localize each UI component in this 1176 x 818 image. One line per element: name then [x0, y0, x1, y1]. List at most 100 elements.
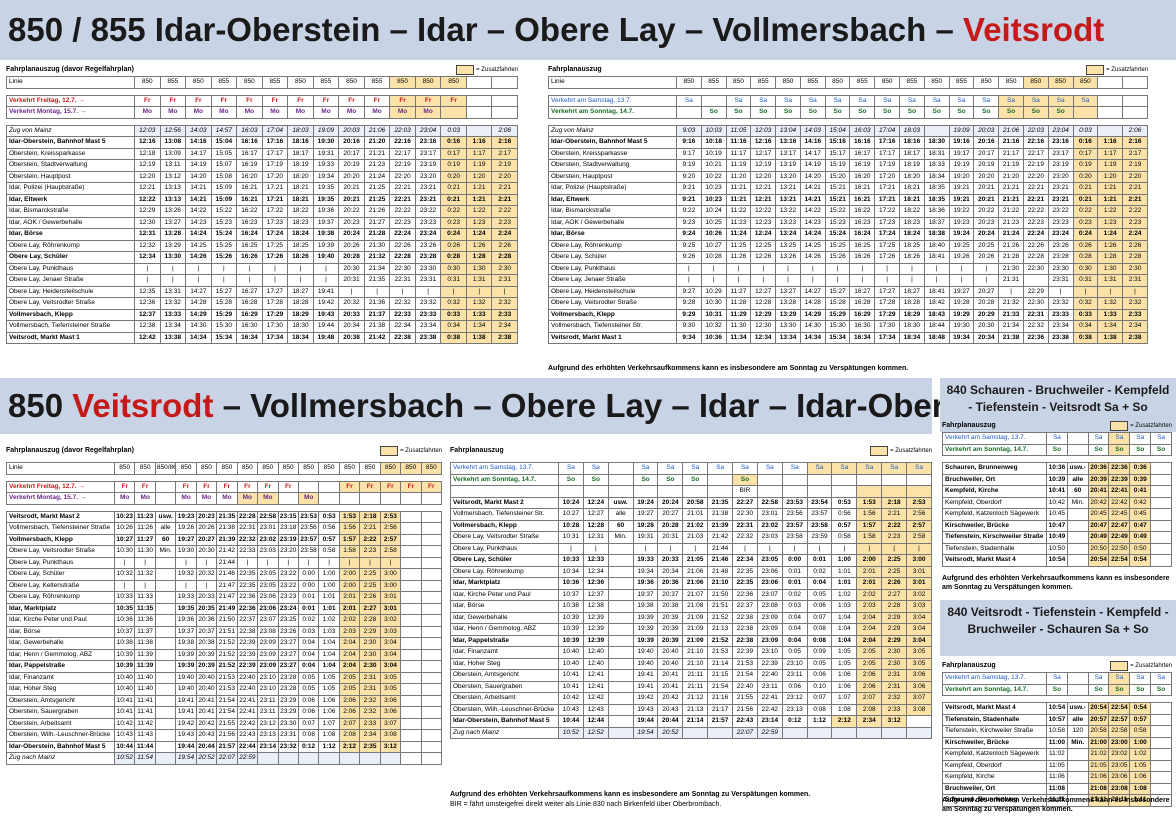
time-cell: 10:39: [558, 623, 584, 636]
time-cell: 21:55: [732, 692, 758, 705]
time-cell: 12:19: [134, 159, 161, 172]
stop-name-cell: Oberstein, Sauergraben: [6, 706, 115, 719]
time-cell: 20:44: [195, 740, 218, 753]
time-cell: 22:50: [1108, 542, 1131, 555]
time-cell: |: [700, 262, 727, 275]
time-cell: 11:17: [725, 147, 752, 160]
time-cell: [806, 726, 833, 739]
time-cell: 11:21: [725, 182, 752, 195]
time-cell: 1:02: [831, 588, 858, 601]
time-cell: [700, 94, 727, 107]
time-cell: [400, 729, 422, 742]
time-cell: 21:07: [682, 588, 709, 601]
time-cell: 9:25: [676, 239, 702, 252]
time-cell: 18:27: [287, 285, 314, 298]
time-cell: 14:19: [185, 159, 212, 172]
time-cell: 19:09: [948, 124, 975, 137]
time-cell: [400, 602, 422, 615]
time-cell: 22:29: [1022, 285, 1049, 298]
time-cell: 2:05: [856, 646, 883, 659]
time-cell: 15:26: [824, 251, 851, 264]
time-cell: 2:07: [856, 692, 883, 705]
title-840a: 840 Schauren - Bruchweiler - Kempfeld - …: [946, 383, 1170, 414]
table-row: Tiefenstein, Kirchweiler Straße 10:58 120 2…: [942, 725, 1172, 738]
time-cell: Sa: [856, 462, 883, 475]
table-row: Vollmersbach, Klepp 9:29 10:31 11:29 12:29 13…: [548, 308, 1148, 321]
table-row: [6, 473, 442, 482]
time-cell: So: [874, 106, 901, 119]
time-cell: Mo: [134, 106, 161, 119]
time-cell: 2:29: [881, 634, 908, 647]
time-cell: 16:21: [849, 182, 876, 195]
time-cell: 2:33: [1122, 308, 1148, 321]
stop-name-cell: Vollmersbach, Tiefensteiner Str.: [450, 508, 559, 521]
time-cell: |: [750, 262, 777, 275]
time-cell: 0:08: [297, 729, 320, 742]
table-row: Oberstein, Hauptpost 9:20 10:22 11:20 12:20 1…: [548, 170, 1148, 183]
table-row: Vollmersbach, Tiefensteiner Str. 9:30 10:3…: [548, 320, 1148, 333]
time-cell: 23:27: [277, 637, 299, 650]
time-cell: 1:24: [465, 228, 493, 241]
time-cell: 23:06: [257, 602, 279, 615]
time-cell: 20:21: [973, 193, 1000, 206]
time-cell: 0:53: [831, 496, 858, 509]
time-cell: [420, 522, 443, 535]
time-cell: 2:38: [1122, 331, 1148, 344]
time-cell: [1066, 432, 1089, 445]
time-cell: 23:13: [257, 729, 279, 742]
time-cell: [154, 568, 177, 581]
time-cell: Fr: [261, 94, 289, 107]
time-cell: 23:34: [414, 320, 442, 333]
time-cell: Mo: [414, 106, 442, 119]
time-cell: 23:17: [1047, 147, 1074, 160]
time-cell: 22:19: [1022, 159, 1049, 172]
stop-name-cell: Kempfeld, Katzenloch Sägewerk: [942, 748, 1047, 761]
time-cell: [420, 625, 443, 638]
time-cell: 11:22: [725, 205, 752, 218]
time-cell: [400, 752, 422, 765]
time-cell: |: [1097, 285, 1124, 298]
time-cell: 1:33: [1097, 308, 1124, 321]
time-cell: 12:23: [750, 216, 777, 229]
time-cell: 22:35: [732, 565, 758, 578]
time-cell: 20:40: [195, 671, 218, 684]
time-cell: 20:32: [338, 297, 365, 310]
time-cell: 10:50: [1046, 542, 1068, 555]
time-cell: [1150, 462, 1172, 475]
time-cell: 19:37: [632, 588, 659, 601]
table-row: Oberstein, Amtsgericht 10:41 11:41 19:41 20:…: [6, 694, 443, 707]
time-cell: 1:04: [318, 660, 340, 673]
table-row: Idar, Gewerbehalle 10:38 11:38 19:38 20:38 21…: [6, 637, 443, 650]
stop-name-cell: Bruchweiler, Ort: [942, 473, 1047, 486]
time-cell: 21:09: [682, 634, 709, 647]
time-cell: 15:04: [824, 124, 851, 137]
time-cell: [154, 625, 177, 638]
time-cell: 13:29: [159, 239, 187, 252]
time-cell: Fr: [134, 480, 156, 493]
time-cell: 10:39: [558, 634, 584, 647]
time-cell: 19:36: [632, 577, 659, 590]
time-cell: 13:19: [775, 159, 801, 172]
time-cell: 22:40: [236, 671, 259, 684]
time-cell: 23:05: [257, 568, 279, 581]
time-cell: 20:32: [195, 568, 218, 581]
time-cell: 10:32: [113, 568, 136, 581]
time-cell: 18:38: [923, 228, 950, 241]
time-cell: 1:53: [856, 496, 883, 509]
time-cell: [676, 106, 702, 119]
zusatz-note: = Zusatzfahrten: [1106, 67, 1148, 73]
time-cell: 10:33: [113, 591, 136, 604]
time-cell: 12:42: [582, 692, 609, 705]
time-cell: 0:45: [1129, 508, 1152, 521]
table-row: Oberstein, Amtsgericht 10:41 12:41 19:41 20:…: [450, 669, 932, 682]
stop-name-cell: Obere Lay, Schüler: [548, 251, 677, 264]
stop-name-cell: Oberstein, Kreissparkasse: [6, 147, 135, 160]
time-cell: 2:04: [856, 634, 883, 647]
time-cell: 23:06: [1108, 771, 1131, 784]
time-cell: 0:30: [1072, 262, 1099, 275]
time-cell: [420, 740, 443, 753]
time-cell: 2:22: [881, 519, 908, 532]
time-cell: 0:12: [781, 715, 808, 728]
time-cell: 22:32: [1022, 320, 1049, 333]
time-cell: 10:38: [558, 600, 584, 613]
